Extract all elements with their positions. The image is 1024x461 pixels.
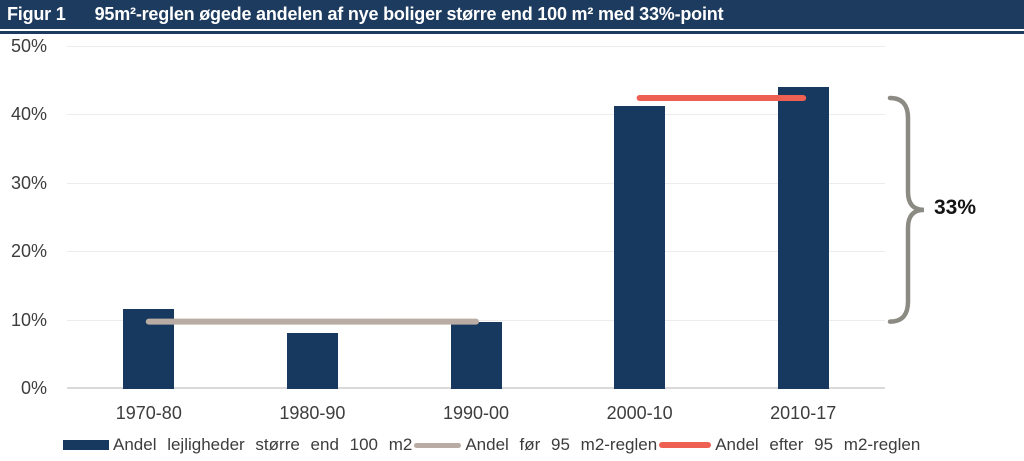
bar-1980-90: [286, 333, 338, 389]
legend-label: Andel efter 95 m2-reglen: [715, 435, 921, 454]
bar-2000-10: [614, 105, 666, 389]
legend-item-bars: Andel lejligheder større end 100 m2: [63, 435, 412, 455]
x-tick-label-1980-90: 1980-90: [279, 403, 346, 423]
gridline-10: [67, 319, 885, 321]
legend-label: Andel lejligheder større end 100 m2: [113, 435, 413, 454]
y-tick-label: 40%: [10, 104, 47, 125]
x-tick-label-1970-80: 1970-80: [115, 403, 182, 423]
bar-swatch-icon: [63, 440, 109, 450]
y-tick-label: 0%: [20, 378, 47, 398]
gray-line-swatch-icon: [414, 442, 462, 448]
y-tick-label: 20%: [10, 241, 47, 262]
bar-2010-17: [777, 87, 829, 389]
x-tick-label-2010-17: 2010-17: [770, 403, 837, 423]
y-tick-label: 30%: [10, 172, 47, 193]
legend-item-before-line: Andel før 95 m2-reglen: [414, 435, 657, 455]
x-tick-label-2000-10: 2000-10: [606, 403, 673, 423]
bar-1970-80: [123, 309, 175, 389]
brace-annotation-label: 33%: [934, 196, 977, 219]
gridline-40: [67, 114, 885, 116]
figure-title: 95m²-reglen øgede andelen af nye boliger…: [94, 4, 724, 24]
gridline-30: [67, 182, 885, 184]
gridline-50: [67, 46, 885, 47]
y-tick-label: 50%: [10, 36, 47, 56]
curly-brace-icon: [887, 95, 925, 324]
bar-1990-00: [450, 321, 502, 389]
legend-label: Andel før 95 m2-reglen: [465, 435, 658, 454]
x-tick-label-1990-00: 1990-00: [442, 403, 510, 423]
red-line-swatch-icon: [659, 442, 712, 448]
gridline-20: [67, 251, 885, 253]
y-tick-label: 10%: [10, 309, 47, 330]
title-rule: [0, 31, 1024, 34]
legend: Andel lejligheder større end 100 m2 Ande…: [63, 433, 920, 457]
legend-item-after-line: Andel efter 95 m2-reglen: [659, 435, 920, 455]
figure-title-bar: Figur 1 95m²-reglen øgede andelen af nye…: [0, 0, 1024, 29]
figure-number: Figur 1: [7, 4, 66, 24]
